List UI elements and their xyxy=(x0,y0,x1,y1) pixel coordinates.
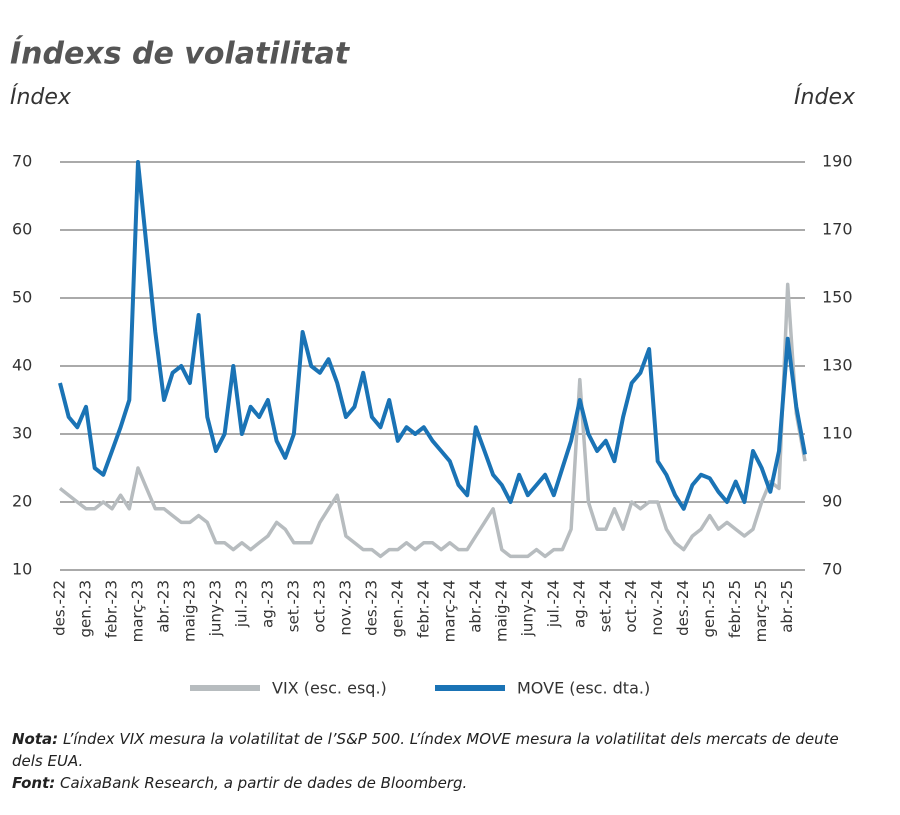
chart-title: Índexs de volatilitat xyxy=(10,36,351,72)
x-tick-label: jul.-24 xyxy=(544,580,562,628)
notes: Nota: L’índex VIX mesura la volatilitat … xyxy=(12,728,872,794)
x-tick-label: set.-23 xyxy=(284,580,302,632)
x-tick-label: nov.-23 xyxy=(336,580,354,636)
x-tick-label: set.-24 xyxy=(596,580,614,632)
x-tick-label: ag.-23 xyxy=(258,580,276,628)
x-tick-label: ag.-24 xyxy=(570,580,588,628)
x-tick-label: març-23 xyxy=(128,580,146,642)
x-tick-label: juny-24 xyxy=(518,580,536,637)
chart: Índexs de volatilitat Índex Índex 10 20 30… xyxy=(10,36,856,698)
y2-axis-label: Índex xyxy=(794,84,856,110)
x-tick-label: febr.-24 xyxy=(414,580,432,638)
x-tick-label: gen.-25 xyxy=(700,580,718,638)
note: Nota: L’índex VIX mesura la volatilitat … xyxy=(12,728,872,772)
x-tick-label: abr.-25 xyxy=(778,580,796,633)
x-tick-label: març-24 xyxy=(440,580,458,642)
x-tick-label: abr.-24 xyxy=(466,580,484,633)
x-tick-label: maig-23 xyxy=(180,580,198,642)
x-tick-label: febr.-25 xyxy=(726,580,744,638)
y-tick-label: 20 xyxy=(12,492,32,511)
x-tick-label: gen.-24 xyxy=(388,580,406,638)
series-line xyxy=(58,160,807,511)
y2-tick-label: 190 xyxy=(822,152,853,171)
x-tick-label: des.-23 xyxy=(362,580,380,636)
legend-label: MOVE (esc. dta.) xyxy=(517,679,650,698)
y-tick-label: 10 xyxy=(12,560,32,579)
x-tick-label: des.-24 xyxy=(674,580,692,636)
note-text: L’índex VIX mesura la volatilitat de l’S… xyxy=(12,730,839,770)
x-tick-label: oct.-23 xyxy=(310,580,328,633)
x-tick-label: abr.-23 xyxy=(154,580,172,633)
source: Font: CaixaBank Research, a partir de da… xyxy=(12,772,872,794)
x-tick-label: nov.-24 xyxy=(648,580,666,636)
y-tick-label: 30 xyxy=(12,424,32,443)
y-tick-label: 70 xyxy=(12,152,32,171)
y2-tick-label: 170 xyxy=(822,220,853,239)
x-tick-label: març-25 xyxy=(752,580,770,642)
source-text: CaixaBank Research, a partir de dades de… xyxy=(60,774,468,792)
y2-tick-label: 130 xyxy=(822,356,853,375)
note-label: Nota: xyxy=(12,730,59,748)
y2-tick-label: 90 xyxy=(822,492,842,511)
legend-label: VIX (esc. esq.) xyxy=(272,679,387,698)
y2-tick-label: 150 xyxy=(822,288,853,307)
source-label: Font: xyxy=(12,774,56,792)
x-tick-label: gen.-23 xyxy=(76,580,94,638)
y-tick-label: 40 xyxy=(12,356,32,375)
x-tick-label: jul.-23 xyxy=(232,580,250,628)
y-tick-label: 50 xyxy=(12,288,32,307)
x-tick-label: maig-24 xyxy=(492,580,510,642)
x-tick-label: febr.-23 xyxy=(102,580,120,638)
y2-tick-label: 110 xyxy=(822,424,853,443)
x-tick-label: des.-22 xyxy=(51,580,69,636)
x-tick-label: juny-23 xyxy=(206,580,224,637)
y2-tick-label: 70 xyxy=(822,560,842,579)
x-tick-label: oct.-24 xyxy=(622,580,640,633)
y-axis-label: Índex xyxy=(10,84,72,110)
series-line xyxy=(58,282,807,559)
y-tick-label: 60 xyxy=(12,220,32,239)
